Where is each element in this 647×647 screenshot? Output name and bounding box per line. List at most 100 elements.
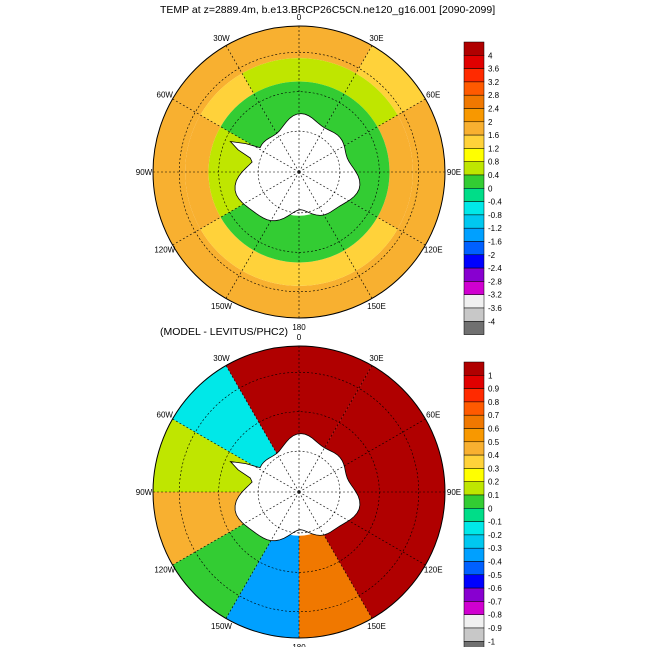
- longitude-label: 90E: [447, 488, 461, 497]
- colorbar-swatch: [463, 174, 485, 189]
- colorbar-tick-label: 0.7: [488, 411, 500, 420]
- colorbar-swatch: [463, 121, 485, 136]
- field-outer-sector: [172, 45, 243, 116]
- longitude-label: 30E: [369, 34, 383, 43]
- colorbar-tick-label: 0.5: [488, 438, 500, 447]
- map-boundary: [152, 345, 446, 639]
- colorbar-tick-label: 3.2: [488, 78, 500, 87]
- longitude-label: 90W: [136, 488, 153, 497]
- colorbar-swatch: [463, 388, 485, 403]
- colorbar-tick-label: 0.1: [488, 491, 500, 500]
- meridian-line: [225, 45, 300, 173]
- colorbar-swatch: [463, 201, 485, 216]
- field-middle-sector: [200, 73, 254, 127]
- meridian-line: [298, 98, 426, 173]
- colorbar-swatch: [463, 148, 485, 162]
- longitude-label: 30E: [369, 354, 383, 363]
- colorbar-swatch: [463, 55, 485, 69]
- colorbar-tick-label: -0.5: [488, 571, 502, 580]
- colorbar-tick-label: -1: [488, 637, 496, 646]
- colorbar-swatch: [463, 267, 485, 282]
- meridian-line: [172, 98, 300, 173]
- colorbar-tick-label: 0.4: [488, 171, 500, 180]
- colorbar-tick-label: 1.6: [488, 131, 500, 140]
- colorbar-swatch: [463, 254, 485, 269]
- chart-title-top: TEMP at z=2889.4m, b.e13.BRCP26C5CN.ne12…: [160, 4, 496, 16]
- colorbar-tick-label: -0.4: [488, 198, 502, 207]
- colorbar-tick-label: -2.4: [488, 264, 502, 273]
- colorbar-swatch: [463, 108, 485, 123]
- colorbar-swatch: [463, 454, 485, 469]
- colorbar-swatch: [463, 214, 485, 229]
- longitude-label: 30W: [213, 34, 230, 43]
- colorbar-swatch: [463, 94, 485, 109]
- colorbar-tick-label: 0.2: [488, 478, 500, 487]
- colorbar-top: 4 3.6 3.2 2.8 2.4 2 1.6 1.2 0.8 0.4 0 -0.4 -0.8 -1.2 -…: [463, 41, 502, 335]
- meridian-line: [225, 171, 300, 299]
- colorbar-swatch: [463, 627, 485, 642]
- longitude-label: 0: [297, 333, 302, 342]
- longitude-label: 0: [297, 13, 302, 22]
- colorbar-swatch: [463, 241, 485, 256]
- field-outer-sector: [172, 228, 299, 318]
- colorbar-tick-label: -0.8: [488, 211, 502, 220]
- longitude-label: 60W: [157, 91, 174, 100]
- colorbar-tick-label: -0.3: [488, 544, 502, 553]
- colorbar-swatch: [463, 41, 485, 56]
- longitude-label: 120E: [424, 566, 443, 575]
- field-middle-sector: [344, 73, 398, 127]
- colorbar-tick-label: 0.6: [488, 425, 500, 434]
- colorbar-tick-label: -0.7: [488, 597, 502, 606]
- colorbar-tick-label: -2.8: [488, 277, 502, 286]
- longitude-label: 150W: [211, 622, 232, 631]
- field-outer-sector: [153, 99, 201, 245]
- colorbar-tick-label: 2.4: [488, 105, 500, 114]
- colorbar-swatch: [463, 428, 485, 443]
- colorbar-tick-label: -0.1: [488, 518, 502, 527]
- meridian-line: [298, 365, 373, 493]
- colorbar-swatch: [463, 227, 485, 242]
- colorbar-tick-label: 1: [488, 371, 493, 380]
- longitude-label: 60W: [157, 411, 174, 420]
- field-sector: [172, 513, 278, 619]
- meridian-line: [172, 418, 300, 493]
- longitude-label: 180: [292, 643, 306, 647]
- colorbar-tick-label: 4: [488, 51, 493, 60]
- meridian-line: [298, 491, 426, 566]
- colorbar-tick-label: 1.2: [488, 144, 500, 153]
- colorbar-swatch: [463, 561, 485, 576]
- colorbar-swatch: [463, 614, 485, 629]
- field-sector: [320, 492, 445, 619]
- field-outer-sector: [226, 25, 372, 74]
- colorbar-swatch: [463, 601, 485, 615]
- colorbar-swatch: [463, 161, 485, 176]
- colorbar-tick-label: -1.2: [488, 224, 502, 233]
- colorbar-bottom: 1 0.9 0.8 0.7 0.6 0.5 0.4 0.3 0.2 0.1 0 -0.1 -0.2 -0.…: [463, 361, 502, 647]
- colorbar-tick-label: -3.6: [488, 304, 502, 313]
- longitude-label: 150W: [211, 302, 232, 311]
- colorbar-swatch: [463, 441, 485, 456]
- longitude-label: 60E: [426, 411, 440, 420]
- field-sector: [320, 365, 445, 492]
- field-outer-sector: [355, 45, 426, 116]
- field-sector: [153, 419, 262, 492]
- colorbar-tick-label: 0.9: [488, 385, 500, 394]
- map-bottom: 0 30E 60E 90E 120E 150E 180 150W 120W 90W 60W 30W: [136, 333, 461, 647]
- field-sector: [226, 345, 372, 455]
- field-middle-sector: [200, 217, 299, 286]
- colorbar-tick-label: -3.2: [488, 291, 502, 300]
- longitude-label: 120E: [424, 246, 443, 255]
- colorbar-tick-label: 0.4: [488, 451, 500, 460]
- colorbar-swatch: [463, 481, 485, 496]
- field-sector: [226, 529, 299, 638]
- colorbar-tick-label: 0: [488, 504, 493, 513]
- colorbar-tick-label: 2.8: [488, 91, 500, 100]
- meridian-line: [172, 491, 300, 566]
- colorbar-swatch: [463, 294, 485, 309]
- colorbar-swatch: [463, 547, 485, 562]
- colorbar-swatch: [463, 361, 485, 376]
- longitude-label: 60E: [426, 91, 440, 100]
- chart-title-bottom: (MODEL - LEVITUS/PHC2): [160, 326, 288, 338]
- colorbar-swatch: [463, 414, 485, 429]
